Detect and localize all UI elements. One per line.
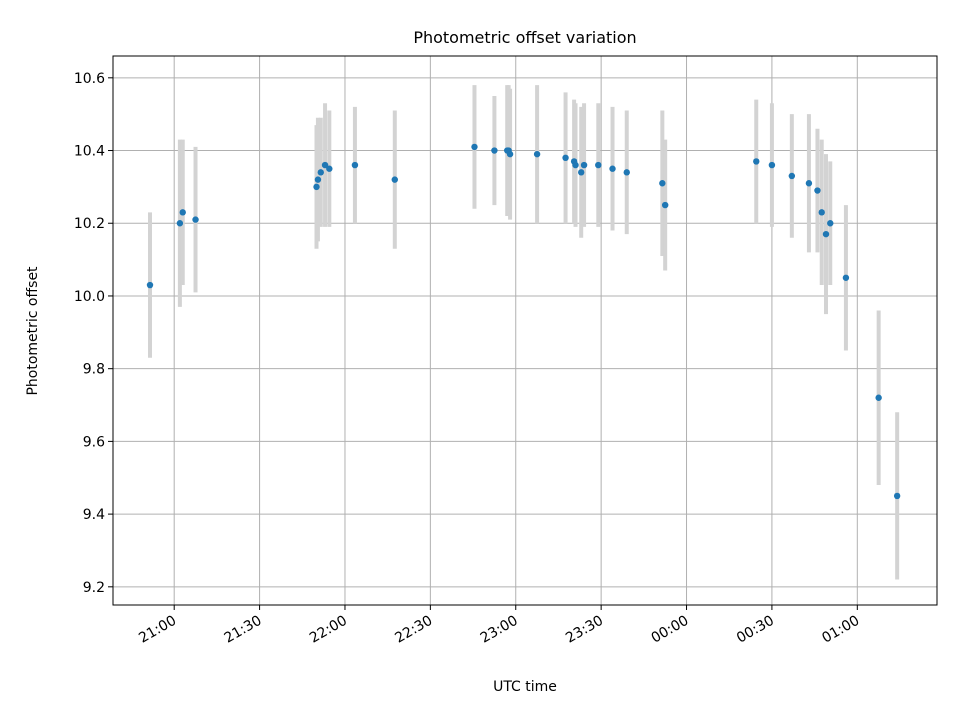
data-point xyxy=(893,492,901,500)
data-point xyxy=(562,154,569,162)
data-point xyxy=(595,161,602,169)
data-point xyxy=(814,187,821,194)
y-tick-label: 10.0 xyxy=(74,289,105,305)
y-tick-label: 9.2 xyxy=(83,580,105,596)
data-point xyxy=(313,183,320,191)
data-point xyxy=(623,169,630,176)
y-axis: 9.2 9.4 9.6 9.8 10.0 10.2 10.4 10.6 xyxy=(74,71,113,596)
data-point xyxy=(788,172,796,180)
data-point xyxy=(827,220,834,227)
data-point xyxy=(506,150,514,158)
data-point xyxy=(533,150,541,158)
y-tick-label: 10.2 xyxy=(74,216,105,232)
data-point xyxy=(661,201,669,209)
data-point xyxy=(491,147,498,154)
chart-title: Photometric offset variation xyxy=(413,28,636,47)
data-point xyxy=(146,281,154,289)
data-point xyxy=(321,161,329,169)
data-point xyxy=(179,209,186,216)
data-point xyxy=(875,394,882,401)
data-point xyxy=(818,209,825,216)
grid xyxy=(113,56,937,605)
y-tick-label: 10.4 xyxy=(74,144,105,160)
data-point xyxy=(192,216,199,223)
plot-frame xyxy=(112,55,938,606)
data-point xyxy=(659,180,666,187)
y-axis-label: Photometric offset xyxy=(25,266,41,396)
data-point xyxy=(314,176,322,183)
data-point xyxy=(471,143,478,151)
y-tick-label: 10.6 xyxy=(74,71,105,87)
data-point xyxy=(176,220,184,227)
data-points xyxy=(146,143,901,500)
data-point xyxy=(578,169,585,176)
data-point xyxy=(768,161,776,169)
y-tick-label: 9.6 xyxy=(83,434,105,450)
data-point xyxy=(822,230,830,238)
data-point xyxy=(805,180,813,187)
data-point xyxy=(609,165,616,172)
y-tick-label: 9.8 xyxy=(83,362,105,378)
data-point xyxy=(351,161,359,169)
data-point xyxy=(580,161,588,169)
data-point xyxy=(842,274,850,281)
data-point xyxy=(572,161,579,169)
x-axis-label: UTC time xyxy=(493,679,557,695)
y-tick-label: 9.4 xyxy=(83,507,105,523)
data-point xyxy=(753,158,760,165)
data-point xyxy=(317,169,324,176)
data-point xyxy=(391,176,398,183)
data-point xyxy=(326,165,333,172)
